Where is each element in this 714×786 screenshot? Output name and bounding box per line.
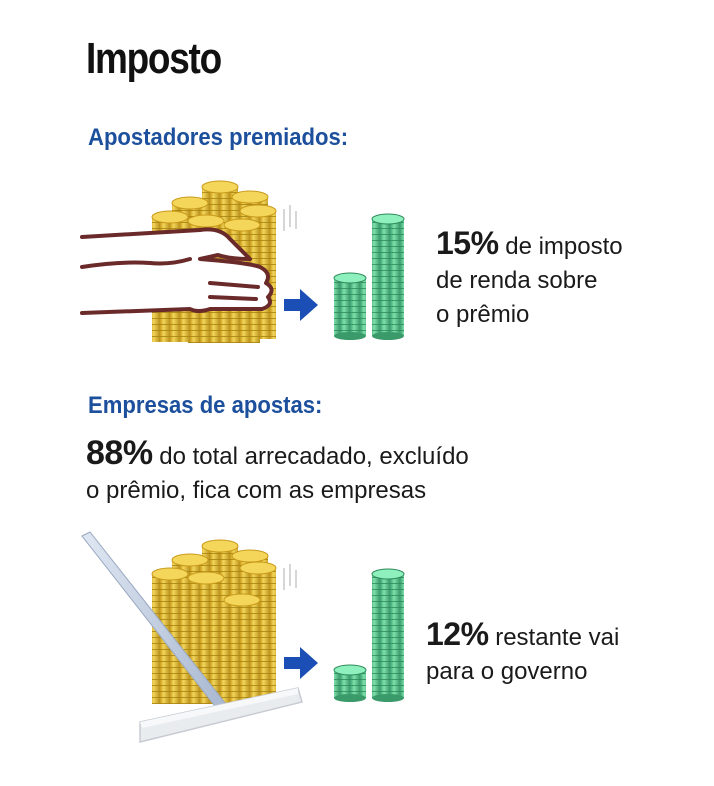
prize-tax-line1: de imposto [498, 233, 623, 260]
motion-lines [283, 205, 297, 231]
gold-coin-stacks [151, 539, 277, 704]
government-share-percent: 12% [426, 616, 489, 652]
broom-sweeping-gold-coins-icon [81, 531, 405, 743]
prize-tax-percent: 15% [436, 225, 499, 261]
government-share-text: 12% restante vai para o governo [426, 617, 619, 689]
government-share-line2: para o governo [426, 658, 588, 685]
companies-share-line2: o prêmio, fica com as empresas [86, 477, 427, 504]
companies-share-percent: 88% [86, 434, 153, 472]
prize-tax-line3: o prêmio [436, 301, 530, 328]
page-title: Imposto [86, 34, 222, 83]
prize-tax-line2: de renda sobre [436, 267, 598, 294]
companies-share-line1: do total arrecadado, excluído [152, 443, 469, 470]
green-coin-stacks-icon [333, 568, 405, 702]
hand-taking-gold-coins-icon [80, 180, 405, 343]
right-arrow-icon [284, 289, 318, 321]
green-coin-stacks-icon [333, 213, 405, 340]
government-share-line1: restante vai [488, 624, 620, 651]
right-arrow-icon [284, 647, 318, 679]
section-heading-prize-winners: Apostadores premiados: [88, 124, 349, 151]
hand-icon [80, 227, 274, 315]
companies-share-text: 88% do total arrecadado, excluído o prêm… [86, 436, 469, 508]
section-heading-betting-companies: Empresas de apostas: [88, 392, 323, 419]
prize-tax-text: 15% de imposto de renda sobre o prêmio [436, 226, 623, 332]
broom-head [139, 687, 303, 743]
motion-lines [283, 564, 297, 590]
